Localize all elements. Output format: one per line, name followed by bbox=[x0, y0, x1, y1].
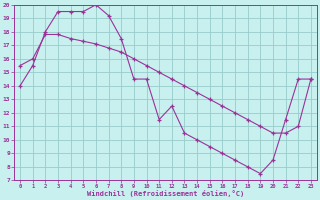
X-axis label: Windchill (Refroidissement éolien,°C): Windchill (Refroidissement éolien,°C) bbox=[87, 190, 244, 197]
